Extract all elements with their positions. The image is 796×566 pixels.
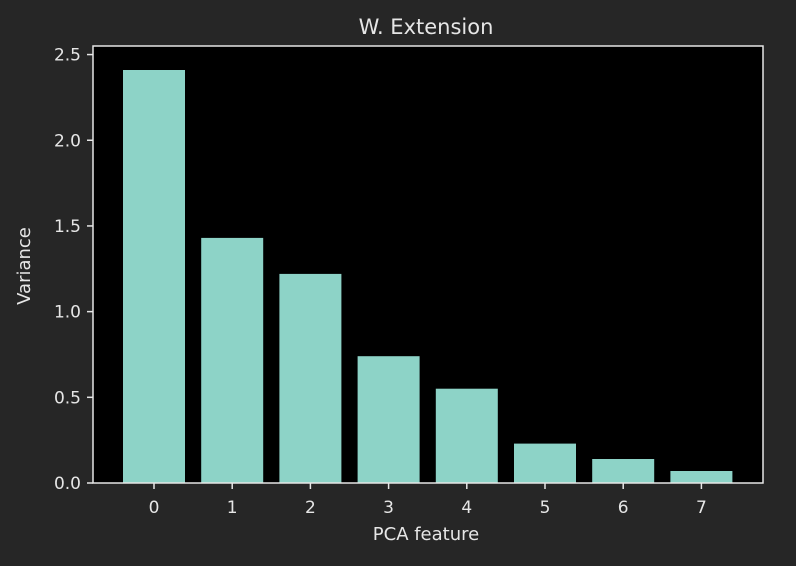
bar-7	[670, 471, 733, 483]
bar-2	[279, 273, 342, 483]
bar-6	[592, 459, 655, 483]
x-tick-label: 3	[383, 498, 394, 518]
x-tick-label: 6	[618, 498, 629, 518]
x-tick-label: 7	[696, 498, 707, 518]
y-tick-label: 2.5	[54, 46, 81, 66]
y-tick-label: 0.0	[54, 474, 81, 494]
x-tick-label: 0	[149, 498, 160, 518]
y-axis-label: Variance	[14, 227, 35, 305]
x-axis-ticks: 0 1 2 3 4 5 6 7	[149, 483, 707, 518]
y-tick-label: 0.5	[54, 388, 81, 408]
x-tick-label: 4	[461, 498, 472, 518]
chart-title: W. Extension	[359, 15, 494, 39]
bar-3	[357, 356, 420, 483]
bar-0	[123, 70, 185, 483]
y-tick-label: 1.5	[54, 217, 81, 237]
plot-frame	[92, 45, 764, 484]
bar-1	[201, 237, 264, 483]
y-tick-label: 1.0	[54, 303, 81, 323]
bar-4	[435, 388, 498, 483]
plot-area	[93, 46, 763, 483]
bar-group	[123, 70, 733, 483]
x-tick-label: 1	[227, 498, 238, 518]
bar-5	[514, 443, 576, 483]
x-axis-label: PCA feature	[373, 524, 479, 545]
x-tick-label: 5	[540, 498, 551, 518]
x-tick-label: 2	[305, 498, 316, 518]
y-tick-label: 2.0	[54, 131, 81, 151]
y-axis-ticks: 0.0 0.5 1.0 1.5 2.0 2.5	[54, 46, 93, 494]
